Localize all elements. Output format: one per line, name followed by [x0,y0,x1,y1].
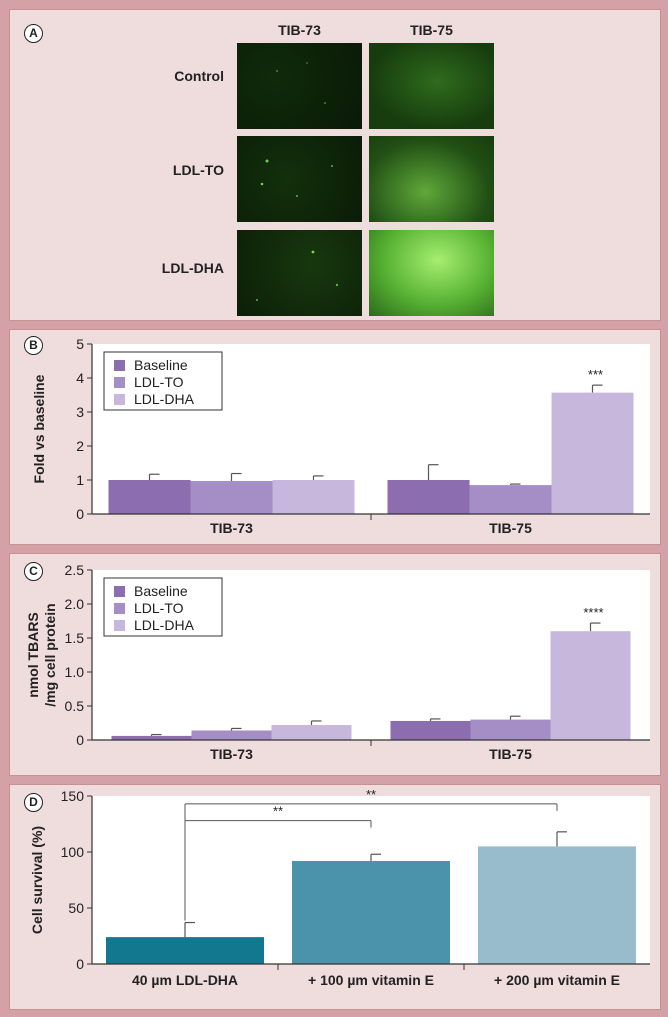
survival-bar [292,860,450,964]
tbars-chart-ytick-label: 2.5 [65,562,85,578]
panel-a: A TIB-73 TIB-75 Control LDL-TO LDL-DHA [9,9,661,321]
tbars-chart-bar [550,631,631,740]
survival-xtick-label: 40 µm LDL-DHA [132,972,238,988]
micrograph-tib75-ldl-dha [369,230,494,316]
micrograph-tib73-ldl-dha [237,230,362,316]
fold-chart-ylabel: Fold vs baseline [31,374,47,483]
survival-xtick-label: + 200 µm vitamin E [494,972,620,988]
tbars-chart-ylabel: nmol TBARS [25,612,41,698]
fold-chart-bar [108,480,191,514]
panel-d: D 0 50 100 150 40 µm LDL-DHA + 100 µm vitamin… [9,784,661,1010]
survival-ylabel: Cell survival (%) [29,826,45,934]
fold-chart-significance: *** [588,367,603,382]
tbars-chart-legend-swatch [114,620,125,631]
tbars-chart-ytick-label: 0 [76,732,84,748]
column-header-tib73: TIB-73 [278,22,321,38]
fold-chart-ytick-label: 5 [76,336,84,352]
tbars-chart-legend-swatch [114,603,125,614]
tbars-chart-bar [191,730,272,740]
fold-chart-ytick-label: 3 [76,404,84,420]
tbars-chart-legend-swatch [114,586,125,597]
row-header-ldl-dha: LDL-DHA [161,260,224,276]
fold-chart-ytick-label: 1 [76,472,84,488]
fold-chart-legend-label: LDL-TO [134,374,184,390]
survival-xtick-label: + 100 µm vitamin E [308,972,434,988]
panel-a-label: A [24,24,43,43]
tbars-chart-legend-label: Baseline [134,583,188,599]
micrograph-tib73-control [237,43,362,129]
survival-significance: ** [366,787,376,802]
tbars-chart-legend-label: LDL-DHA [134,617,195,633]
column-header-tib75: TIB-75 [410,22,453,38]
micrograph-tib75-ldl-to [369,136,494,222]
fold-chart-bar [387,480,470,514]
tbars-chart-significance: **** [583,605,603,620]
tbars-chart-ytick-label: 1.5 [65,630,85,646]
tbars-chart-ylabel: /mg cell protein [42,603,58,706]
fold-change-chart: 0 1 2 3 4 5 TIB-73 TIB-75 *** Fold vs baseline Bas… [31,336,650,536]
micrograph-tib75-control [369,43,494,129]
fold-chart-bar [551,392,634,514]
panel-b: B 0 1 2 3 4 5 TIB-73 TIB-75 *** Fold vs baseline B… [9,329,661,545]
micrograph-tib73-control-speckle [276,62,326,104]
tbars-chart-ytick-label: 1.0 [65,664,85,680]
tbars-chart-bar [111,735,192,740]
fold-chart-bar [469,485,552,514]
fold-chart-legend-swatch [114,377,125,388]
micrograph-tib73-ldl-to-speckle [260,159,333,197]
tbars-chart-bar [390,720,471,740]
survival-comparison-bracket: ** [184,787,558,921]
fold-chart-bar [190,481,273,514]
row-header-control: Control [174,68,224,84]
panel-d-label: D [24,793,43,812]
survival-ytick-label: 150 [61,788,85,804]
row-header-ldl-to: LDL-TO [172,162,224,178]
tbars-chart-xtick-label: TIB-73 [210,746,253,762]
tbars-chart-bar [271,725,352,740]
fold-chart-bar [272,480,355,514]
tbars-chart-legend-label: LDL-TO [134,600,184,616]
fold-chart-ytick-label: 4 [76,370,84,386]
survival-bar [478,846,636,964]
fold-chart-xtick-label: TIB-73 [210,520,253,536]
cell-survival-chart: 0 50 100 150 40 µm LDL-DHA + 100 µm vitamin E… [29,787,650,988]
survival-ytick-label: 0 [76,956,84,972]
tbars-chart: 0 0.5 1.0 1.5 2.0 2.5 TIB-73 TIB-75 **** nmol TBA… [25,562,650,762]
panel-b-label: B [24,336,43,355]
tbars-chart-bar [470,719,551,740]
survival-ytick-label: 50 [68,900,84,916]
fold-chart-xtick-label: TIB-75 [489,520,532,536]
tbars-chart-ytick-label: 0.5 [65,698,85,714]
panel-c-label: C [24,562,43,581]
survival-significance: ** [273,804,283,819]
tbars-chart-ytick-label: 2.0 [65,596,85,612]
fold-chart-legend-swatch [114,394,125,405]
fold-chart-ytick-label: 0 [76,506,84,522]
micrograph-tib73-ldl-dha-speckle [256,250,339,301]
panel-c: C 0 0.5 1.0 1.5 2.0 2.5 TIB-73 TIB-75 **** nmol T… [9,553,661,776]
fold-chart-legend-swatch [114,360,125,371]
fold-chart-legend-label: Baseline [134,357,188,373]
micrograph-tib73-ldl-to [237,136,362,222]
fold-chart-legend-label: LDL-DHA [134,391,195,407]
survival-ytick-label: 100 [61,844,85,860]
survival-bar [106,937,264,964]
tbars-chart-xtick-label: TIB-75 [489,746,532,762]
fold-chart-ytick-label: 2 [76,438,84,454]
